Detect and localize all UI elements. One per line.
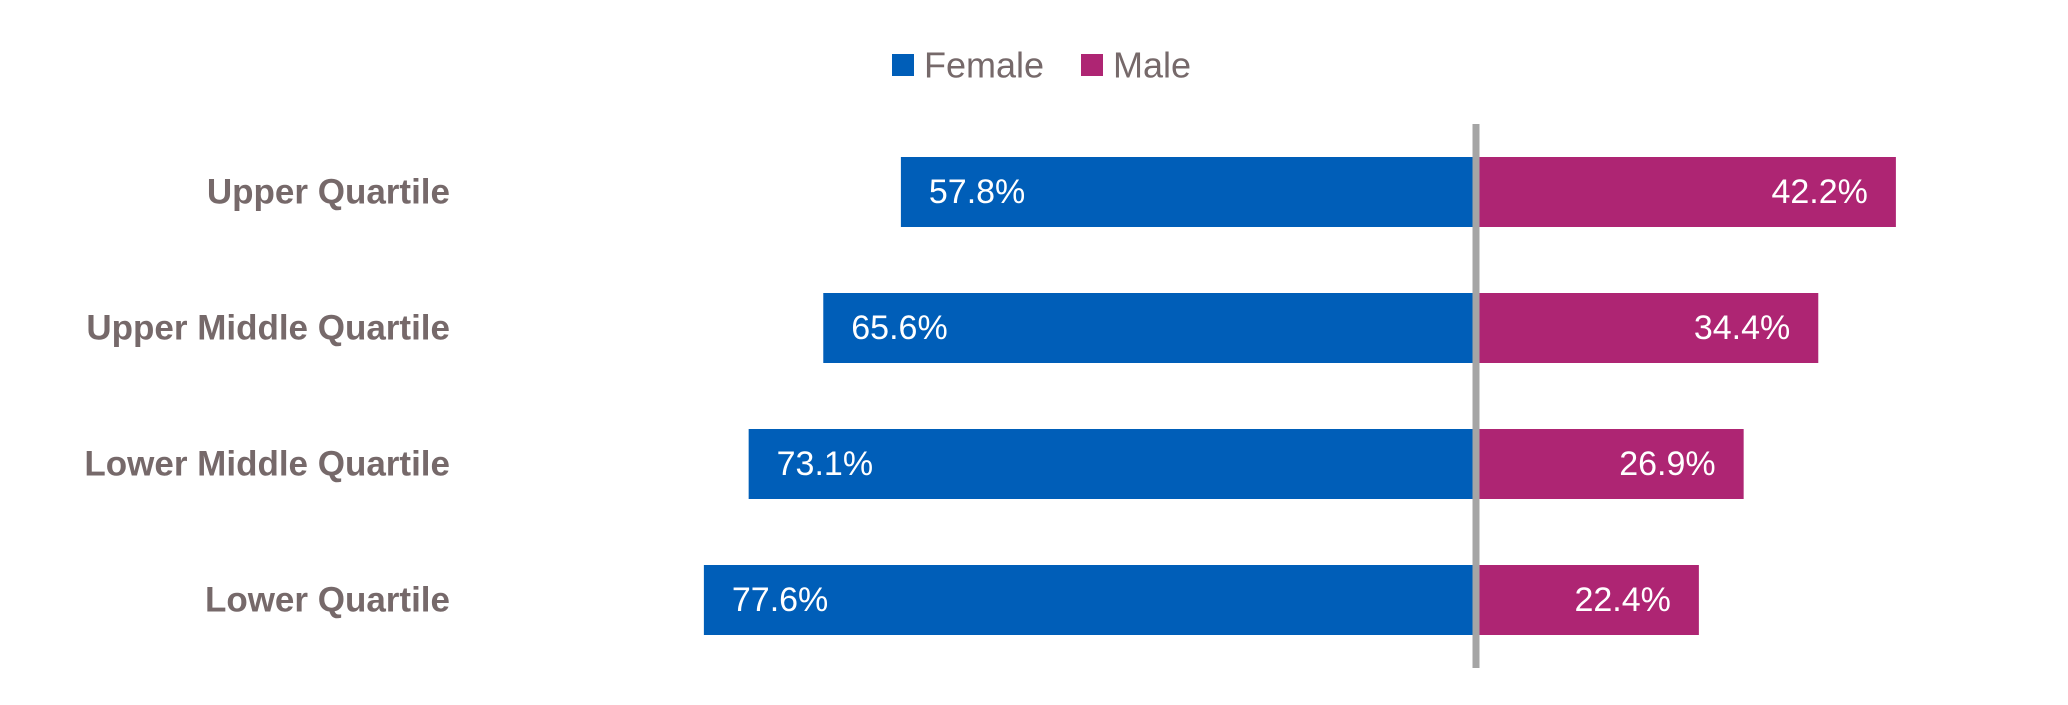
female-value-label-lower-middle-quartile: 73.1% [777,445,873,483]
female-value-label-upper-middle-quartile: 65.6% [851,309,947,347]
male-value-label-lower-quartile: 22.4% [1574,581,1670,619]
female-value-label-lower-quartile: 77.6% [732,581,828,619]
male-bar-upper-quartile [1476,157,1896,227]
value-labels: 57.8% 65.6% 73.1% 77.6% 42.2% 34.4% 26.9% 22.4% [732,173,1868,619]
category-label-upper-middle-quartile: Upper Middle Quartile [86,309,450,348]
category-label-lower-middle-quartile: Lower Middle Quartile [84,445,450,484]
bars [703,157,1896,635]
female-bar-upper-middle-quartile [823,293,1476,363]
male-value-label-lower-middle-quartile: 26.9% [1619,445,1715,483]
female-bar-upper-quartile [900,157,1476,227]
category-label-lower-quartile: Lower Quartile [205,581,450,620]
male-bar-lower-quartile [1476,565,1699,635]
male-value-label-upper-middle-quartile: 34.4% [1694,309,1790,347]
female-bar-lower-middle-quartile [748,429,1476,499]
female-bar-lower-quartile [703,565,1476,635]
legend-swatch-female [892,54,914,76]
male-value-label-upper-quartile: 42.2% [1771,173,1867,211]
male-bar-upper-middle-quartile [1476,293,1819,363]
category-label-upper-quartile: Upper Quartile [207,173,450,212]
female-value-label-upper-quartile: 57.8% [929,173,1025,211]
category-labels: Upper Quartile Upper Middle Quartile Lower… [84,173,450,620]
legend-label-male: Male [1113,45,1191,86]
legend-label-female: Female [924,45,1044,86]
legend: Female Male [892,45,1191,86]
male-bar-lower-middle-quartile [1476,429,1744,499]
legend-swatch-male [1081,54,1103,76]
